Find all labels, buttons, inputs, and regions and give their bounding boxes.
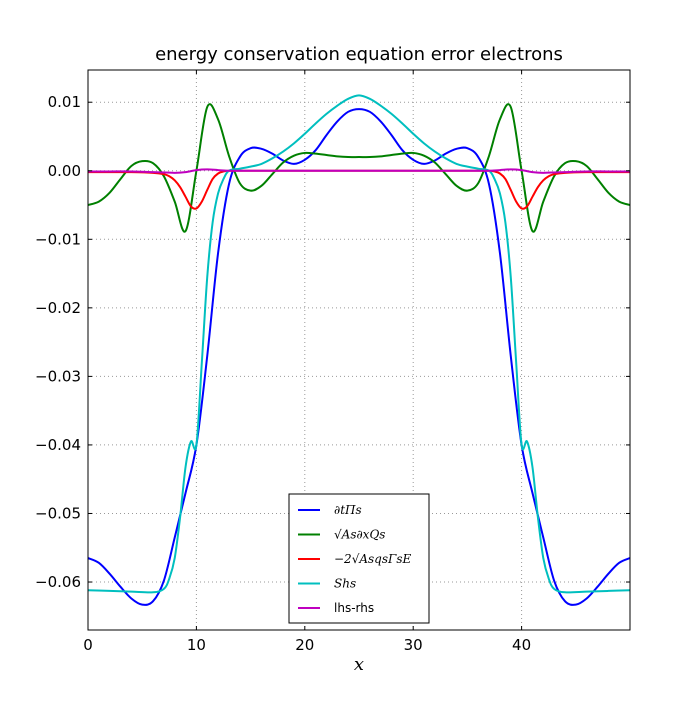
- plot-frame: [87, 69, 631, 631]
- x-tick-label: 10: [187, 636, 206, 654]
- series-line-2: [87, 103, 631, 233]
- series-lines: [87, 94, 631, 606]
- y-tick-label: −0.02: [35, 299, 81, 317]
- y-tick-label: −0.03: [35, 367, 81, 385]
- x-axis-label: x: [354, 654, 364, 675]
- y-tick-label: −0.04: [35, 436, 81, 454]
- legend: ∂tΠs √As∂xQs −2√AsqsΓsE Shs lhs-rhs: [288, 493, 430, 624]
- chart-title: energy conservation equation error elect…: [155, 44, 563, 65]
- y-tick-label: 0.01: [48, 93, 81, 111]
- y-tick-label: 0.00: [48, 162, 81, 180]
- legend-label: ∂tΠs: [334, 503, 362, 517]
- axis-ticks: 0 10 20 30 40 0.01 0.00 −0.01 −0.02 −0.03 −0.04 −0.…: [35, 70, 630, 654]
- grid: [88, 70, 630, 630]
- x-tick-label: 0: [83, 636, 93, 654]
- series-line-5: [88, 168, 630, 174]
- y-tick-label: −0.01: [35, 230, 81, 248]
- x-tick-label: 40: [512, 636, 531, 654]
- x-tick-label: 20: [295, 636, 314, 654]
- legend-label: Shs: [334, 577, 356, 591]
- series-line-4: [87, 94, 631, 594]
- y-tick-label: −0.05: [35, 504, 81, 522]
- legend-label: lhs-rhs: [334, 601, 374, 615]
- legend-entries: ∂tΠs √As∂xQs −2√AsqsΓsE Shs lhs-rhs: [298, 503, 411, 615]
- legend-label: −2√AsqsΓsE: [334, 552, 411, 566]
- legend-label: √As∂xQs: [334, 528, 385, 542]
- y-tick-label: −0.06: [35, 573, 81, 591]
- x-tick-label: 30: [404, 636, 423, 654]
